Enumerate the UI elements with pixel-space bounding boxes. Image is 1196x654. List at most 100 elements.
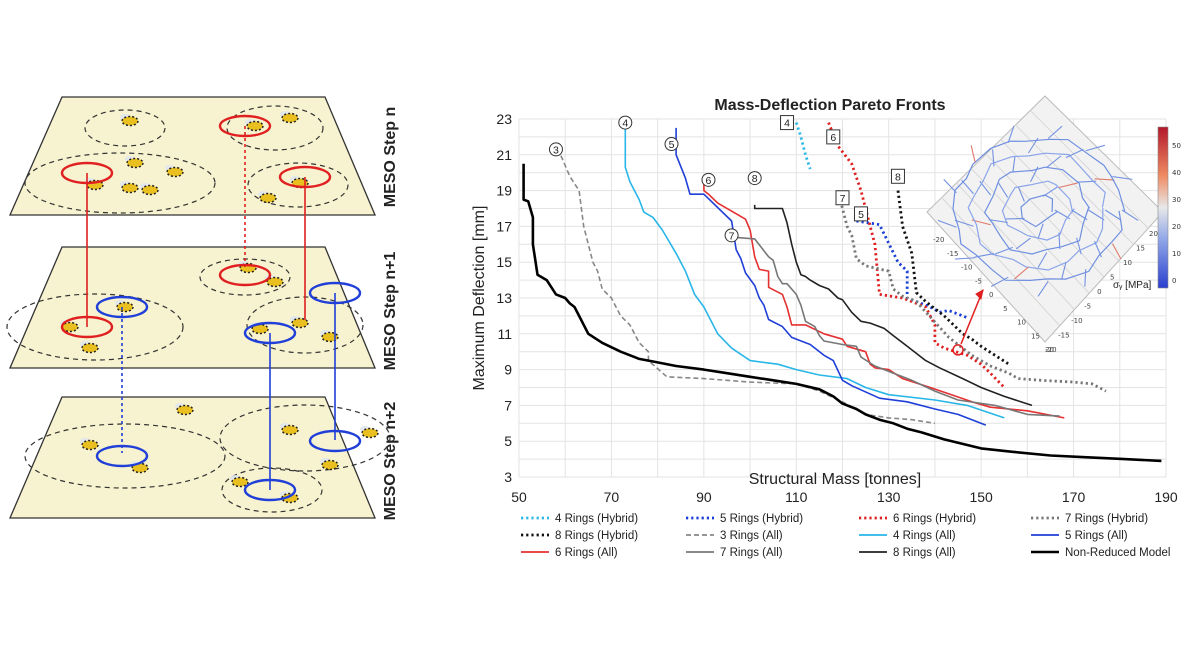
inset-dome-member: [992, 149, 995, 167]
inset-dome-member: [1076, 237, 1082, 255]
meso-layer-plane: [9, 246, 376, 369]
selected-cluster-ring: [243, 321, 297, 345]
inset-axis-tick: 10: [1123, 259, 1132, 267]
selected-cluster-ring: [278, 165, 332, 189]
inset-dome-member: [943, 178, 957, 194]
bee-icon: [291, 317, 309, 329]
bee-icon: [361, 427, 379, 439]
curve-marker-circle: [724, 228, 739, 243]
series-line-6: [624, 119, 1005, 419]
cluster-boundary: [24, 423, 226, 489]
y-tick-label: 19: [496, 183, 512, 199]
legend-entry: 5 Rings (Hybrid): [720, 513, 803, 525]
curve-marker-label: 8: [752, 173, 758, 185]
inset-axis-tick: -20: [933, 236, 944, 244]
inset-axis-tick: 10: [1017, 319, 1026, 327]
curve-marker-label: 4: [784, 118, 790, 130]
curve-marker-circle: [548, 142, 563, 157]
legend-entry: 4 Rings (All): [893, 530, 956, 542]
selected-cluster-ring: [218, 263, 272, 287]
inset-axis-tick: 20: [1149, 230, 1158, 238]
inset-axis-tick: 0: [1097, 288, 1101, 296]
inset-dome-ring: [983, 166, 1091, 255]
bee-icon: [281, 492, 299, 504]
selected-cluster-ring: [218, 114, 272, 138]
curve-marker-square: [780, 115, 795, 131]
inset-dome-member: [1017, 186, 1025, 202]
bee-icon: [321, 459, 339, 471]
series-line-9: [726, 234, 1060, 417]
y-axis-label: Maximum Deflection [mm]: [471, 206, 488, 391]
inset-dome-member: [1013, 266, 1029, 280]
curve-marker-label: 5: [858, 209, 864, 221]
inset-dome-member: [970, 145, 976, 163]
curve-marker-label: 6: [830, 132, 836, 144]
x-tick-label: 70: [604, 489, 620, 505]
inset-axis-tick: -20: [1045, 346, 1056, 354]
selected-cluster-ring: [60, 161, 114, 185]
inset-dome-member: [1065, 148, 1084, 159]
colorbar-tick: 0: [1172, 277, 1176, 285]
inset-dome-member: [1042, 186, 1059, 197]
y-tick-label: 23: [496, 111, 512, 127]
colorbar-tick: 20: [1172, 223, 1181, 231]
cluster-boundary: [247, 162, 349, 208]
series-line-5: [555, 148, 936, 425]
inset-dome-member: [955, 257, 976, 260]
highlight-circle: [952, 344, 964, 356]
inset-axis-tick: 15: [1136, 245, 1145, 253]
inset-dome-member: [1046, 155, 1062, 168]
inset-grid-line: [956, 182, 1075, 310]
inset-axis-tick: -5: [975, 277, 982, 285]
y-tick-label: 9: [504, 362, 512, 378]
inset-dome-member: [1037, 281, 1049, 297]
curve-marker-square: [826, 129, 841, 145]
colorbar: [1157, 126, 1169, 289]
selected-cluster-ring: [95, 295, 149, 319]
legend-entry: 4 Rings (Hybrid): [555, 513, 638, 525]
y-tick-label: 3: [504, 469, 512, 485]
bee-icon: [126, 157, 144, 169]
bee-icon: [266, 276, 284, 288]
meso-layer-label: MESO Step n: [382, 107, 399, 207]
legend-entry: 5 Rings (All): [1065, 530, 1128, 542]
y-tick-label: 13: [496, 290, 512, 306]
curve-marker-square: [835, 190, 850, 206]
colorbar-tick: 50: [1172, 142, 1181, 150]
curve-marker-square: [853, 206, 868, 222]
inset-axis-tick: 5: [1110, 274, 1114, 282]
colorbar-label: σᵧ [MPa]: [1113, 280, 1152, 291]
series-line-4: [896, 190, 1010, 366]
cluster-boundary: [226, 105, 324, 151]
colorbar-tick: 10: [1172, 250, 1181, 258]
bee-icon: [231, 476, 249, 488]
inset-dome-member: [1061, 262, 1067, 280]
inset-dome-member: [1058, 182, 1078, 189]
x-tick-label: 90: [696, 489, 712, 505]
legend-entry: 6 Rings (All): [555, 547, 618, 559]
x-tick-label: 130: [877, 489, 901, 505]
inset-dome-ring: [967, 152, 1106, 271]
legend-entry: 7 Rings (All): [720, 547, 783, 559]
cluster-boundary: [221, 467, 323, 513]
curve-marker-circle: [618, 115, 633, 130]
inset-dome-member: [1037, 252, 1048, 268]
cluster-boundary: [219, 404, 391, 472]
series-line-7: [675, 127, 987, 426]
inset-dome-member: [1085, 144, 1105, 152]
inset-dome-member: [1121, 209, 1139, 221]
chart-title: Mass-Deflection Pareto Fronts: [714, 97, 945, 114]
legend-entry: 7 Rings (Hybrid): [1065, 513, 1148, 525]
colorbar-tick: 40: [1172, 169, 1181, 177]
inset-axis-tick: 15: [1031, 332, 1040, 340]
inset-dome-member: [1111, 243, 1122, 260]
inset-dome-member: [961, 179, 974, 195]
y-tick-label: 5: [504, 433, 512, 449]
inset-dome-ring: [1020, 194, 1058, 228]
inset-grid-line: [941, 197, 1061, 326]
bee-icon: [121, 115, 139, 127]
inset-axis-tick: -15: [1058, 332, 1069, 340]
inset-dome-member: [990, 276, 1009, 287]
inset-dome-member: [1012, 155, 1016, 173]
